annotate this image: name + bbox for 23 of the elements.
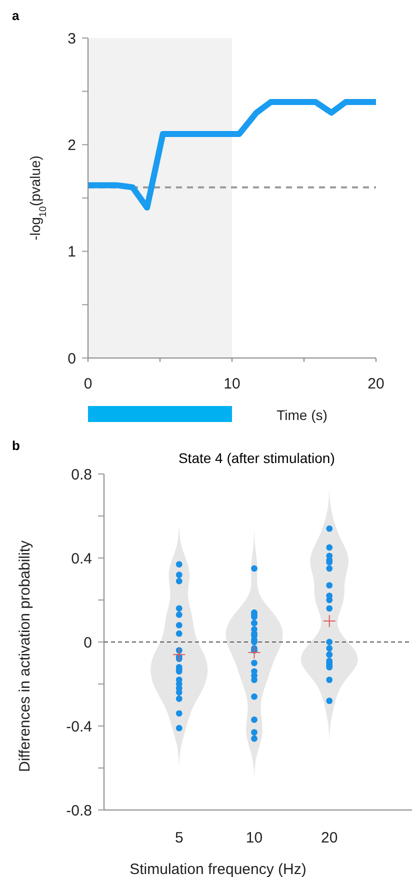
y-tick-label: -0.4	[66, 718, 92, 736]
point	[322, 614, 336, 628]
x-tick-label: 10	[224, 376, 240, 393]
chart-title: State 4 (after stimulation)	[177, 450, 336, 466]
y-tick-label: -0.8	[66, 802, 92, 820]
point	[172, 648, 186, 662]
y-axis-title: Differences in activation probability	[16, 540, 34, 772]
y-tick-label: 0.4	[71, 550, 92, 568]
x-tick-label: 20	[321, 830, 338, 847]
y-tick-label: 2	[68, 136, 76, 154]
x-tick-label: 10	[246, 830, 263, 847]
text: a	[12, 8, 20, 23]
text: b	[12, 438, 20, 453]
x-tick-label: 20	[368, 376, 384, 393]
x-axis-title: Time (s)	[276, 407, 328, 423]
y-tick-label: 0.8	[71, 466, 92, 484]
x-tick-label: 5	[174, 830, 184, 847]
y-tick-label: 0	[68, 350, 76, 368]
x-axis-title: Stimulation frequency (Hz)	[130, 861, 306, 877]
y-tick-label: 1	[68, 244, 76, 261]
point	[248, 646, 261, 659]
y-tick-label: 3	[68, 30, 76, 48]
y-tick-label: 0	[84, 634, 92, 652]
